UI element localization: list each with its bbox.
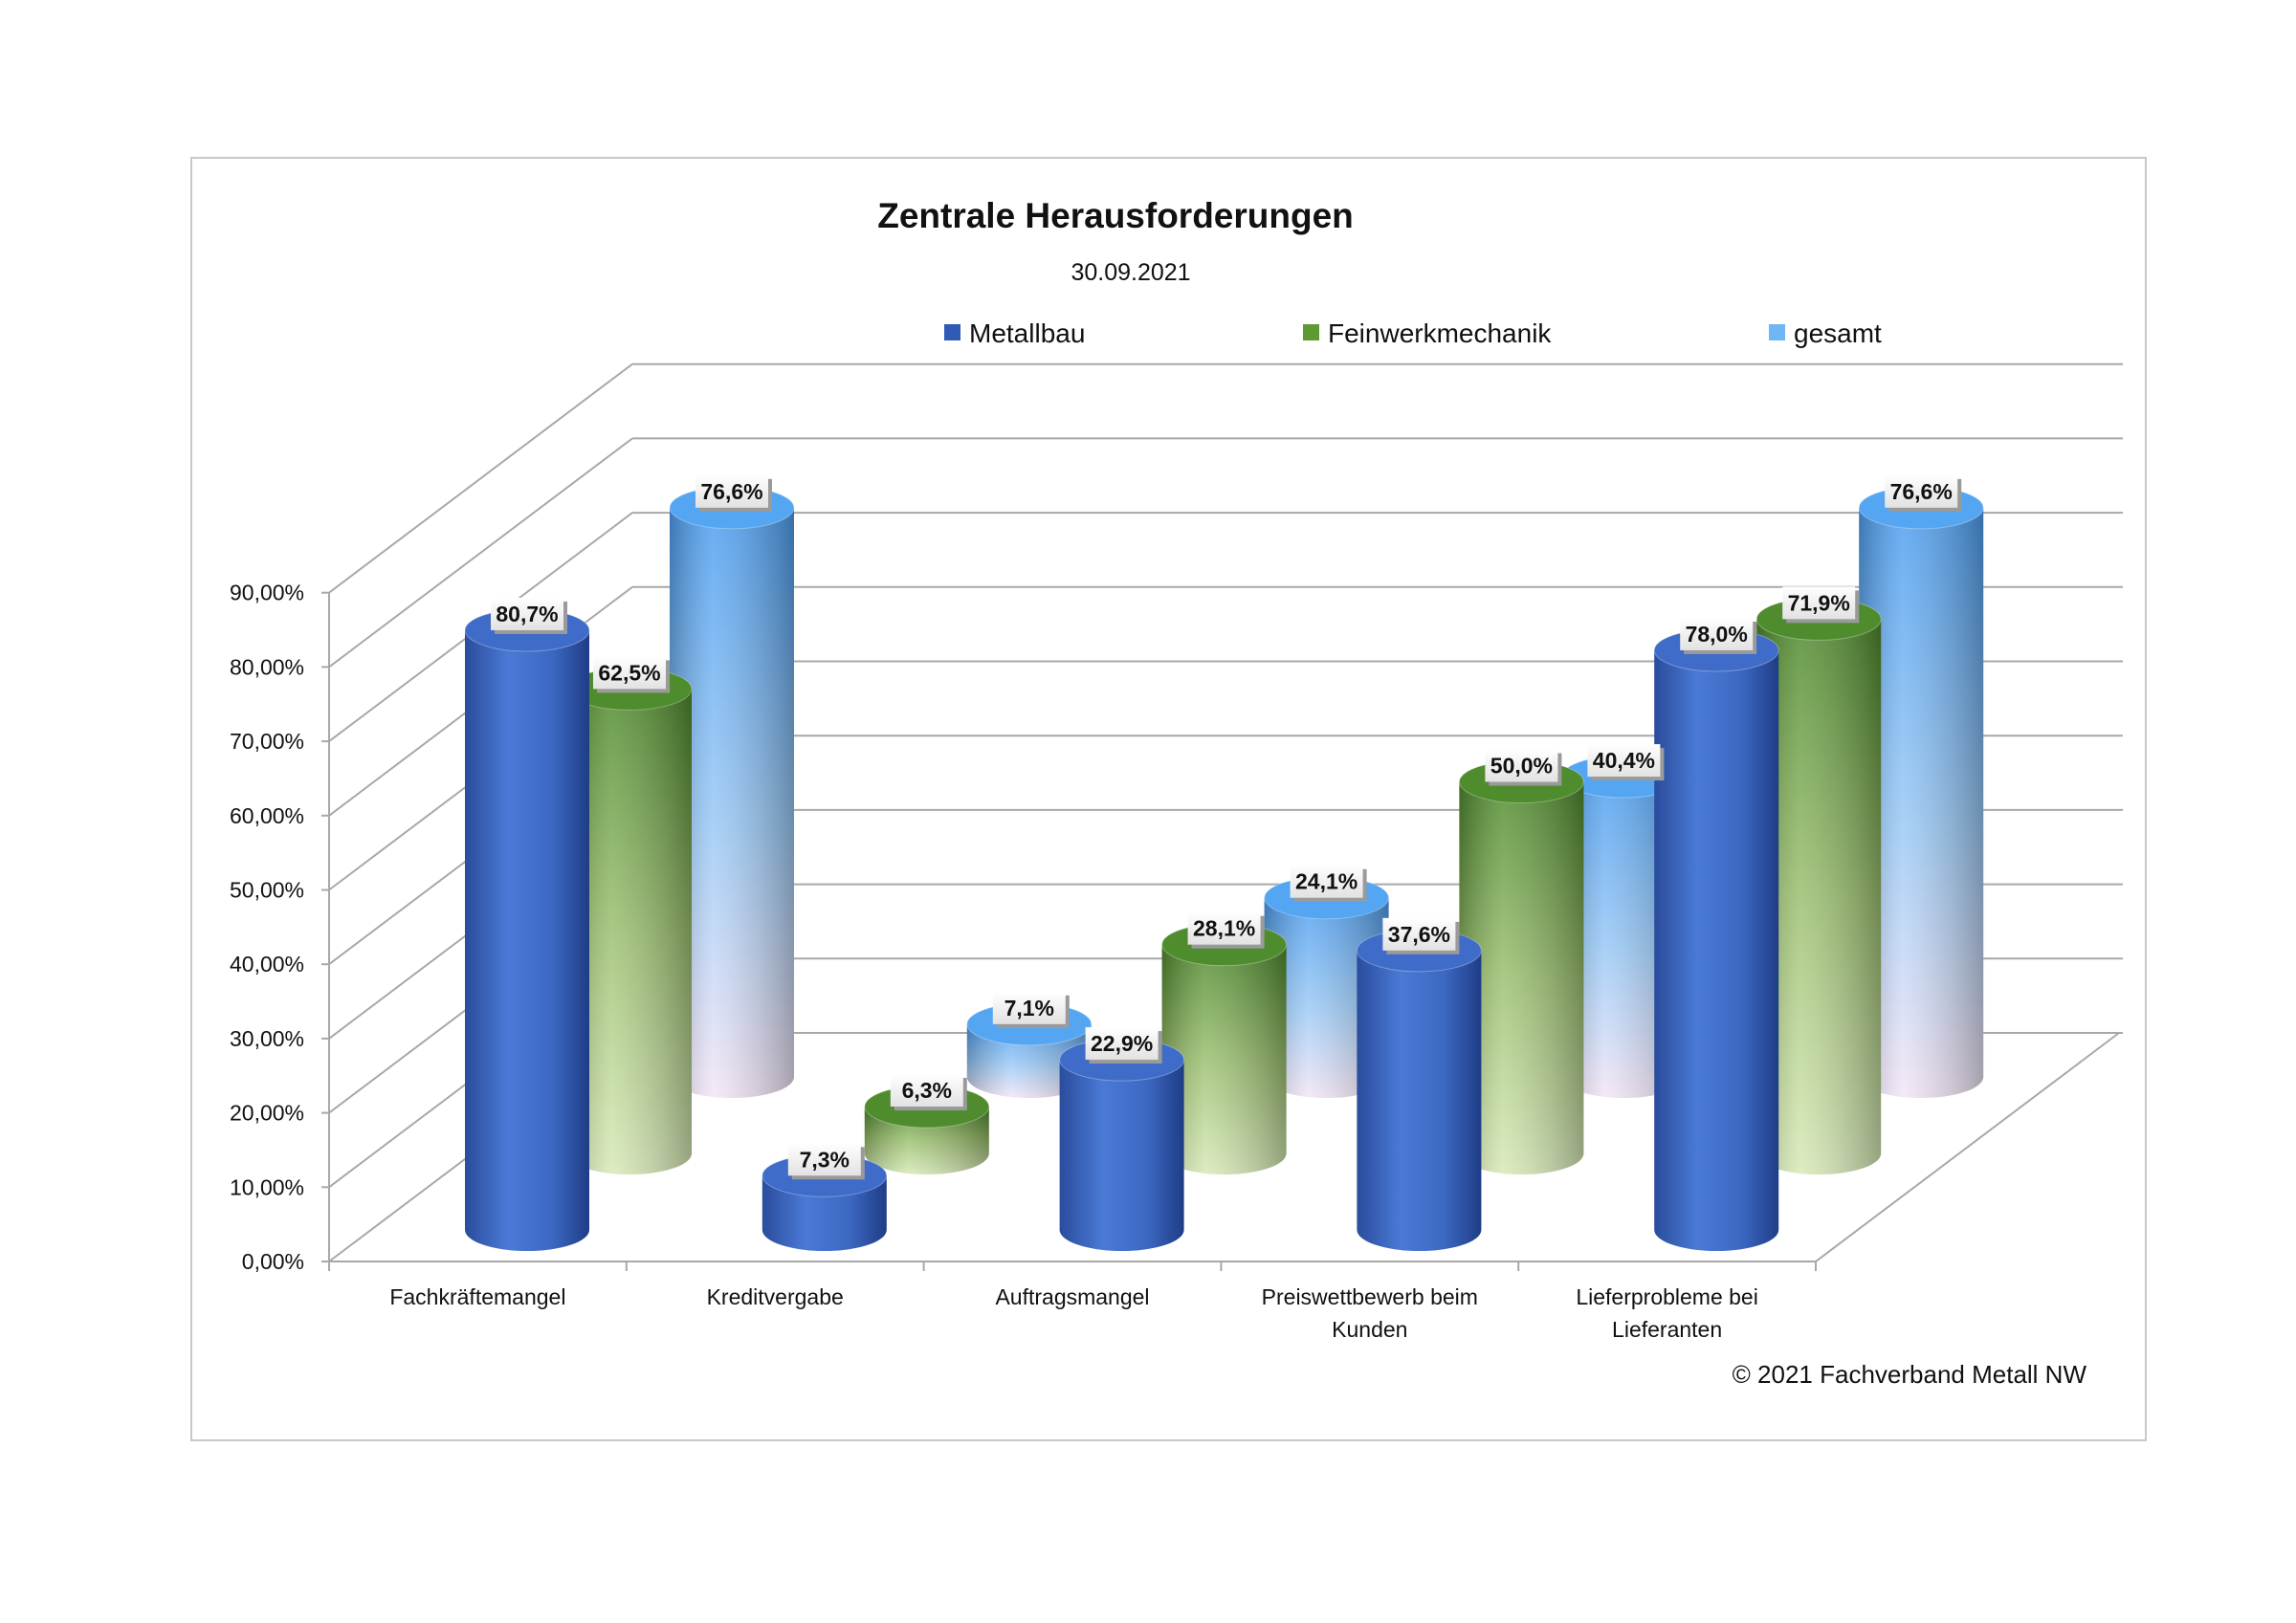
svg-text:40,4%: 40,4% — [1593, 748, 1655, 773]
category-label: Fachkräftemangel — [389, 1284, 565, 1309]
legend-label: gesamt — [1794, 318, 1882, 348]
category-label: Kunden — [1332, 1317, 1407, 1342]
data-label: 37,6% — [1382, 917, 1460, 954]
chart-title: Zentrale Herausforderungen — [877, 196, 1354, 235]
data-label: 22,9% — [1085, 1027, 1162, 1064]
svg-text:7,1%: 7,1% — [1004, 996, 1054, 1020]
bar-metallbau-3 — [1356, 929, 1482, 1251]
svg-text:62,5%: 62,5% — [598, 660, 660, 685]
legend-label: Feinwerkmechanik — [1328, 318, 1552, 348]
data-label: 80,7% — [491, 597, 567, 634]
legend-item-metallbau[interactable]: Metallbau — [944, 318, 1085, 348]
data-label: 62,5% — [593, 656, 670, 693]
data-label: 50,0% — [1485, 749, 1562, 786]
svg-text:76,6%: 76,6% — [700, 479, 762, 504]
svg-text:24,1%: 24,1% — [1295, 869, 1358, 894]
data-label: 7,3% — [787, 1143, 865, 1180]
data-label: 71,9% — [1782, 586, 1860, 624]
y-tick-label: 60,00% — [230, 803, 304, 828]
category-label: Lieferprobleme bei — [1576, 1284, 1758, 1309]
data-label: 24,1% — [1290, 865, 1367, 902]
y-tick-label: 80,00% — [230, 654, 304, 679]
svg-text:50,0%: 50,0% — [1490, 754, 1553, 779]
y-tick-label: 40,00% — [230, 952, 304, 976]
y-tick-label: 20,00% — [230, 1101, 304, 1126]
legend-item-gesamt[interactable]: gesamt — [1769, 318, 1882, 348]
y-tick-label: 10,00% — [230, 1174, 304, 1199]
svg-text:71,9%: 71,9% — [1788, 590, 1850, 615]
category-label: Preiswettbewerb beim — [1262, 1284, 1478, 1309]
svg-text:22,9%: 22,9% — [1091, 1031, 1153, 1056]
data-label: 28,1% — [1187, 911, 1265, 949]
category-label: Auftragsmangel — [995, 1284, 1149, 1309]
gridline-side — [328, 437, 633, 669]
data-label: 7,1% — [992, 991, 1070, 1028]
svg-text:6,3%: 6,3% — [902, 1078, 952, 1103]
gridline-side — [328, 362, 633, 594]
svg-text:37,6%: 37,6% — [1388, 922, 1450, 947]
svg-text:28,1%: 28,1% — [1193, 916, 1255, 941]
data-label: 76,6% — [1885, 474, 1962, 512]
copyright: © 2021 Fachverband Metall NW — [1733, 1360, 2087, 1389]
y-tick-label: 30,00% — [230, 1026, 304, 1051]
bar-feinwerkmechanik-3 — [1458, 760, 1584, 1174]
y-tick-label: 50,00% — [230, 878, 304, 903]
legend-item-feinwerkmechanik[interactable]: Feinwerkmechanik — [1303, 318, 1552, 348]
legend-swatch — [1769, 324, 1785, 340]
svg-text:7,3%: 7,3% — [800, 1147, 850, 1172]
category-label: Lieferanten — [1612, 1317, 1722, 1342]
data-label: 6,3% — [890, 1074, 967, 1111]
bar-metallbau-0 — [464, 608, 590, 1251]
chart-subtitle: 30.09.2021 — [1071, 259, 1190, 286]
svg-text:76,6%: 76,6% — [1890, 479, 1953, 504]
legend-swatch — [1303, 324, 1319, 340]
floor-edge — [1815, 1032, 2120, 1262]
bar-metallbau-4 — [1653, 628, 1779, 1251]
svg-text:80,7%: 80,7% — [496, 602, 558, 626]
legend-swatch — [944, 324, 960, 340]
data-label: 78,0% — [1680, 617, 1757, 654]
chart-frame — [190, 157, 2147, 1441]
y-tick-label: 0,00% — [242, 1249, 304, 1274]
legend-label: Metallbau — [969, 318, 1085, 348]
bar-metallbau-2 — [1059, 1038, 1185, 1251]
bar-gesamt-0 — [669, 486, 795, 1098]
y-tick-label: 90,00% — [230, 581, 304, 605]
svg-text:78,0%: 78,0% — [1686, 622, 1748, 647]
category-label: Kreditvergabe — [707, 1284, 844, 1309]
data-label: 76,6% — [695, 474, 772, 512]
data-label: 40,4% — [1587, 744, 1665, 781]
y-tick-label: 70,00% — [230, 729, 304, 754]
